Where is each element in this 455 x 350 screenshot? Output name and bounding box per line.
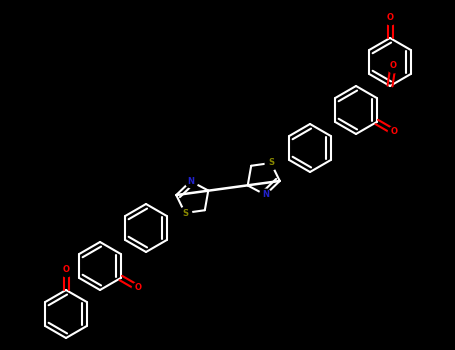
Text: S: S (268, 159, 274, 168)
Text: N: N (187, 177, 194, 186)
Text: O: O (386, 14, 394, 22)
Text: S: S (182, 209, 188, 217)
Text: O: O (390, 127, 398, 136)
Text: N: N (262, 190, 269, 199)
Text: O: O (62, 266, 70, 274)
Text: O: O (389, 62, 396, 70)
Text: O: O (135, 284, 142, 293)
